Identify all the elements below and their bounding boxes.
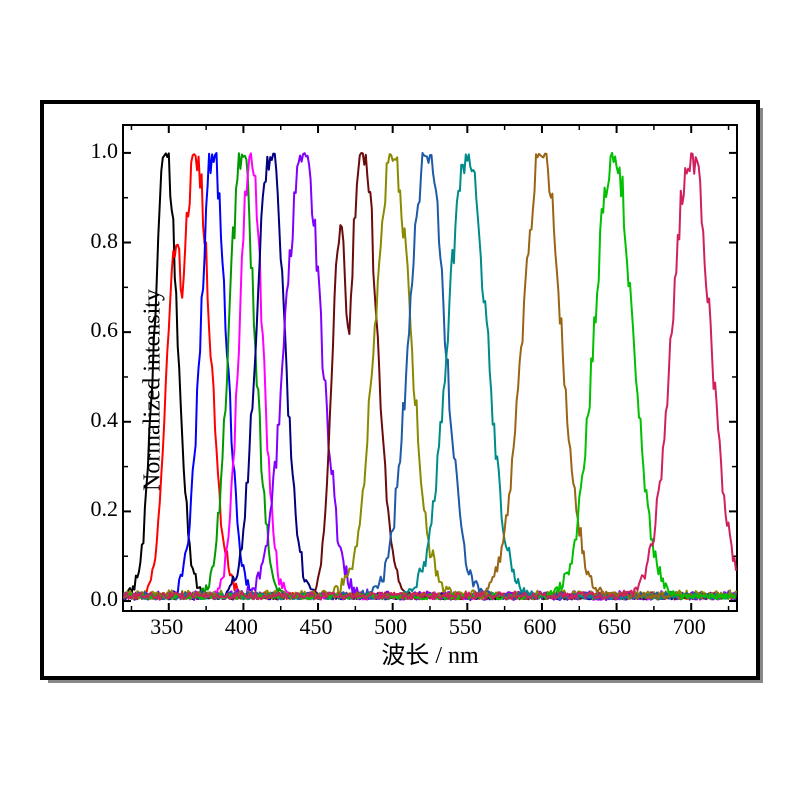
y-tick-label: 1.0 bbox=[91, 138, 119, 164]
y-tick-label: 0.2 bbox=[91, 496, 119, 522]
x-axis-label: 波长 / nm bbox=[122, 635, 738, 670]
y-tick-label: 0.4 bbox=[91, 407, 119, 433]
x-tick-label: 350 bbox=[150, 614, 183, 640]
y-tick-label: 0.8 bbox=[91, 228, 119, 254]
x-tick-label: 700 bbox=[673, 614, 706, 640]
plot-svg bbox=[124, 126, 736, 610]
chart-frame: Normalized intensity 波长 / nm 35040045050… bbox=[40, 100, 760, 680]
x-tick-label: 400 bbox=[225, 614, 258, 640]
x-tick-label: 450 bbox=[300, 614, 333, 640]
x-tick-label: 650 bbox=[598, 614, 631, 640]
x-tick-label: 500 bbox=[374, 614, 407, 640]
y-tick-label: 0.6 bbox=[91, 317, 119, 343]
y-tick-label: 0.0 bbox=[91, 586, 119, 612]
spectrum-s11 bbox=[124, 154, 736, 599]
x-tick-label: 600 bbox=[523, 614, 556, 640]
plot-area bbox=[122, 124, 738, 612]
x-tick-label: 550 bbox=[449, 614, 482, 640]
